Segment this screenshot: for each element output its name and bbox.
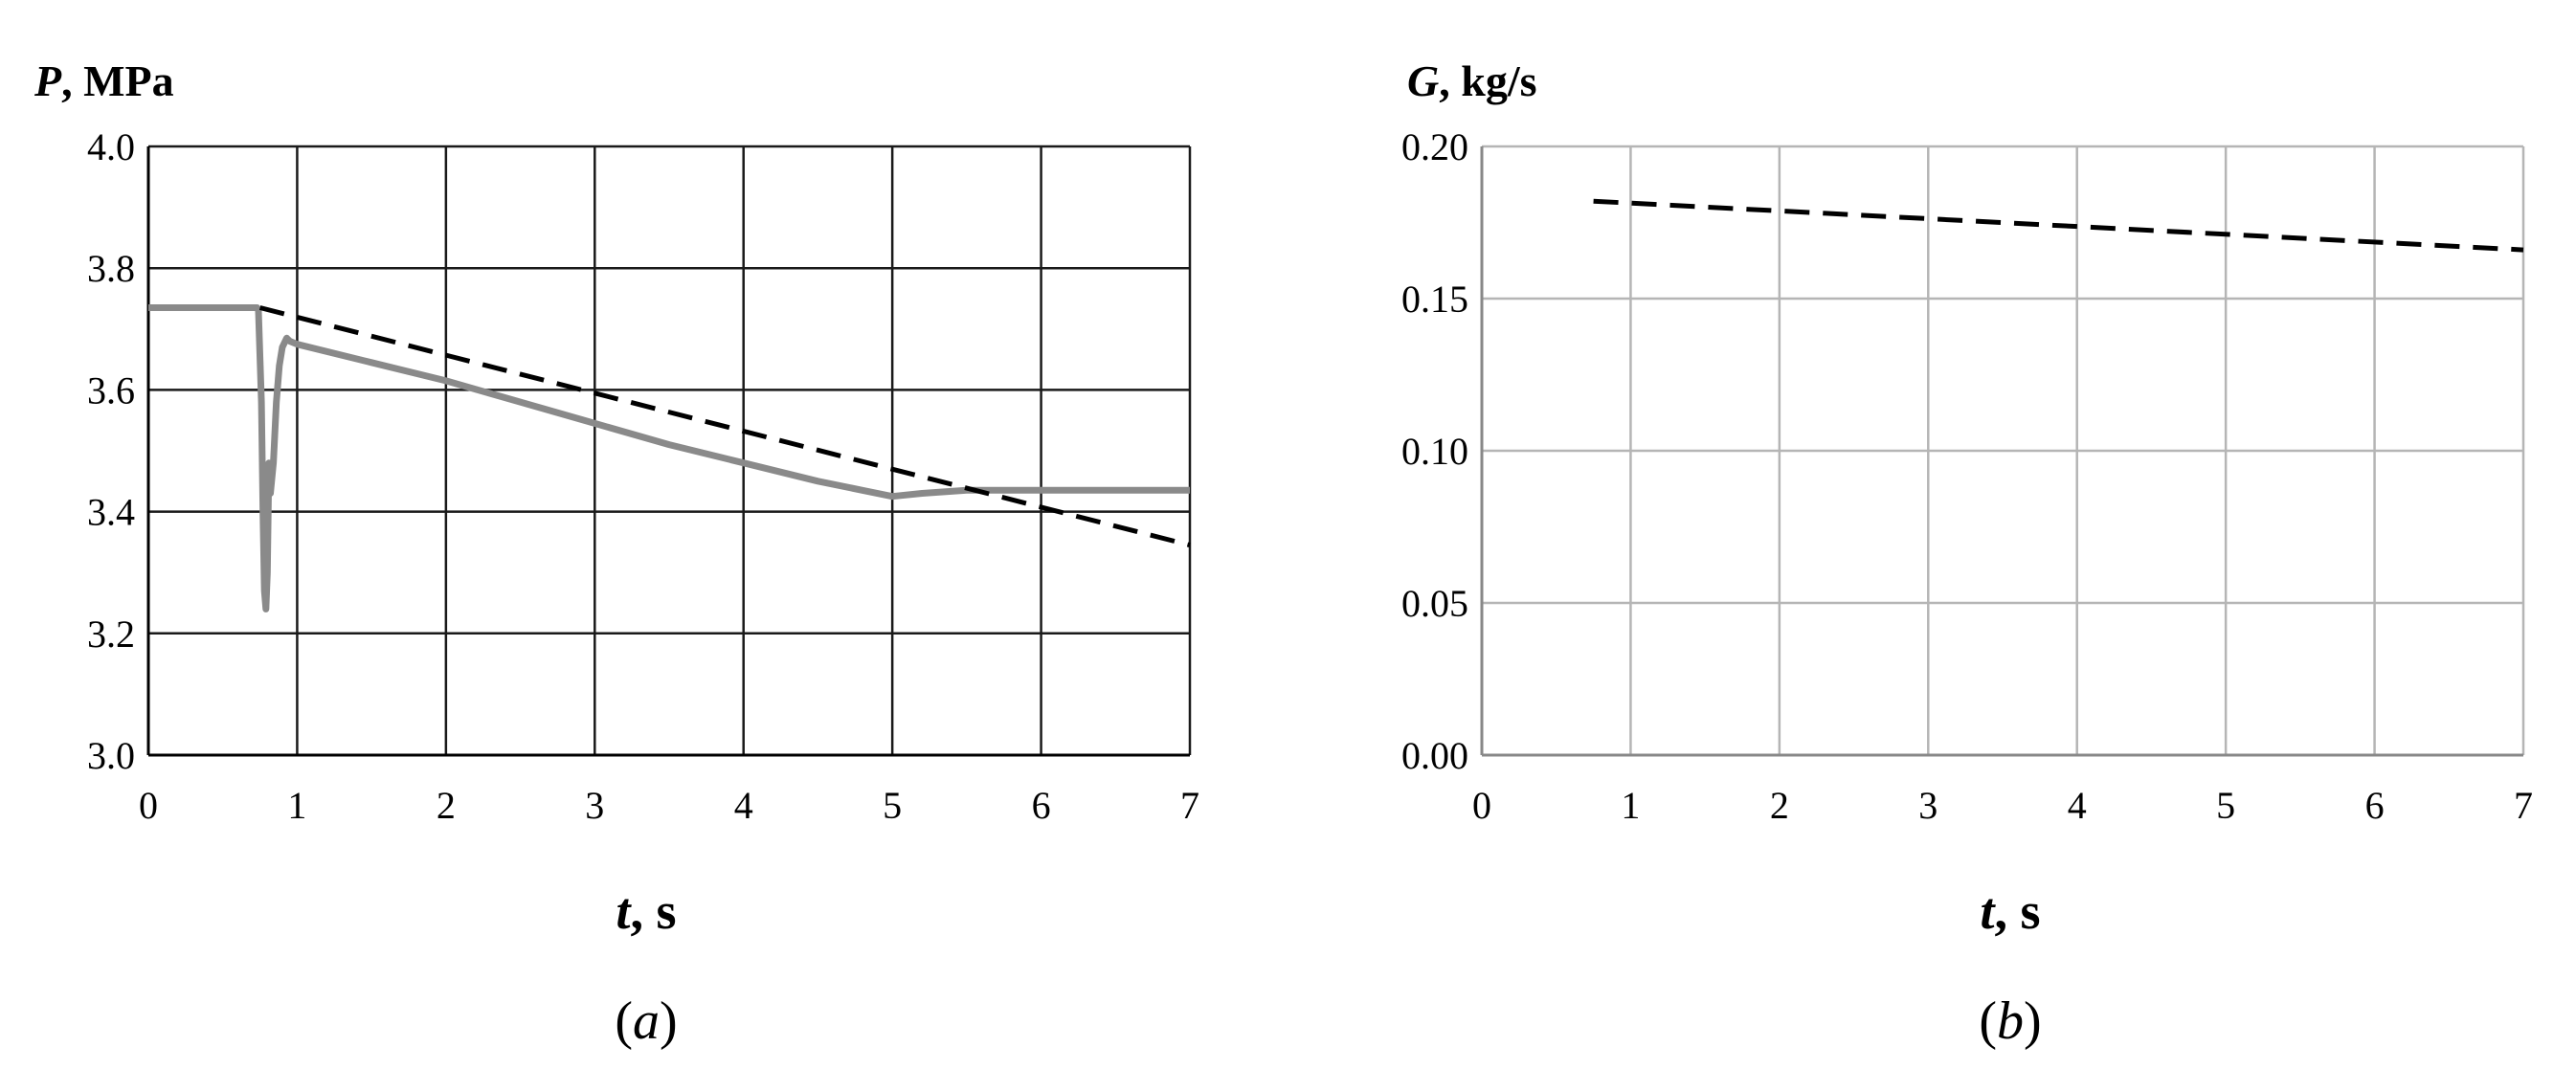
chart-b-x-tick-label-5: 5 — [2216, 784, 2235, 827]
chart-b-x-ticks: 0 1 2 3 4 5 6 7 — [1472, 784, 2533, 827]
chart-a-x-tick-label-5: 5 — [883, 784, 902, 827]
chart-b-caption: (b) — [1979, 991, 2041, 1051]
chart-a-caption: (a) — [615, 991, 677, 1051]
chart-a-y-tick-label-4: 3.8 — [87, 247, 135, 290]
chart-b-x-tick-label-7: 7 — [2514, 784, 2533, 827]
chart-b-x-tick-label-2: 2 — [1770, 784, 1789, 827]
chart-a-x-tick-label-6: 6 — [1032, 784, 1051, 827]
chart-a-x-tick-label-0: 0 — [139, 784, 158, 827]
chart-b-x-tick-label-3: 3 — [1918, 784, 1938, 827]
chart-a-series-solid-line — [148, 304, 1190, 612]
chart-a-x-tick-label-2: 2 — [437, 784, 456, 827]
chart-b-y-tick-label-2: 0.10 — [1401, 430, 1468, 473]
chart-a-y-tick-label-1: 3.2 — [87, 612, 135, 656]
chart-a-x-tick-label-3: 3 — [585, 784, 604, 827]
chart-b-series-dashed-line — [1593, 198, 2524, 253]
chart-b-x-tick-label-6: 6 — [2365, 784, 2385, 827]
chart-b-y-tick-label-1: 0.05 — [1401, 582, 1468, 625]
chart-a-y-tick-label-3: 3.6 — [87, 368, 135, 412]
chart-a-grid — [146, 145, 1192, 757]
chart-a-x-tick-label-7: 7 — [1180, 784, 1199, 827]
chart-b-mass-flow: G, kg/s 0 1 2 3 4 5 6 7 0.00 0.05 0.10 0.15 0.20 t,… — [1401, 56, 2533, 1051]
chart-a-x-tick-label-1: 1 — [287, 784, 306, 827]
chart-b-grid — [1480, 145, 2525, 757]
chart-a-x-ticks: 0 1 2 3 4 5 6 7 — [139, 784, 1199, 827]
chart-a-y-tick-label-5: 4.0 — [87, 125, 135, 168]
chart-b-y-axis-label: G, kg/s — [1407, 56, 1537, 105]
chart-a-x-axis-label: t, s — [616, 882, 676, 940]
chart-b-y-ticks: 0.00 0.05 0.10 0.15 0.20 — [1401, 125, 1468, 777]
chart-b-x-tick-label-1: 1 — [1621, 784, 1640, 827]
chart-a-y-tick-label-0: 3.0 — [87, 734, 135, 777]
chart-b-series — [1593, 198, 2524, 253]
chart-b-y-tick-label-3: 0.15 — [1401, 278, 1468, 321]
chart-a-series-dashed-line — [258, 305, 1191, 548]
chart-b-x-axis-label: t, s — [1980, 882, 2040, 940]
chart-a-y-ticks: 3.0 3.2 3.4 3.6 3.8 4.0 — [87, 125, 135, 777]
chart-b-y-tick-label-0: 0.00 — [1401, 734, 1468, 777]
chart-a-y-tick-label-2: 3.4 — [87, 491, 135, 534]
chart-b-x-tick-label-0: 0 — [1472, 784, 1491, 827]
chart-a-x-tick-label-4: 4 — [734, 784, 753, 827]
chart-b-y-tick-label-4: 0.20 — [1401, 125, 1468, 168]
chart-a-series — [148, 304, 1191, 612]
chart-b-x-tick-label-4: 4 — [2068, 784, 2087, 827]
chart-a-y-axis-label: P, MPa — [34, 56, 174, 105]
